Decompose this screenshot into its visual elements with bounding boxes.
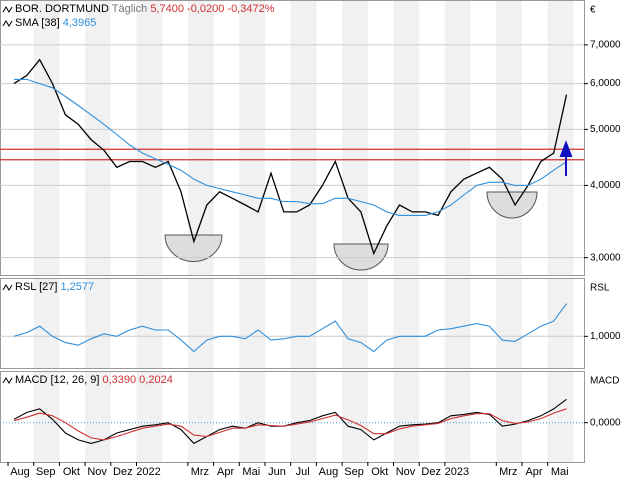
- legend-entry: BOR. DORTMUND Täglich 5,7400 -0,0200 -0,…: [15, 3, 275, 15]
- series-line: [13, 408, 567, 441]
- x-tick-label: 2022: [136, 466, 160, 478]
- series-line: [14, 78, 567, 216]
- legend-period: Täglich: [112, 3, 147, 15]
- x-tick-label: Jul: [296, 466, 310, 478]
- month-band: [290, 371, 317, 462]
- arrow: [559, 140, 573, 176]
- legend-icon: [2, 6, 13, 13]
- y-tick-label: 4,0000: [590, 180, 621, 191]
- legend-change: -0,0200: [187, 3, 224, 15]
- month-band: [136, 278, 163, 368]
- month-band: [85, 371, 111, 462]
- month-band: [547, 0, 574, 275]
- legend-icon: [2, 377, 13, 384]
- legend-name: BOR. DORTMUND: [15, 3, 109, 15]
- y-tick-label: 6,0000: [590, 78, 621, 89]
- legend-params: [38]: [41, 17, 59, 29]
- y-tick-label: 1,0000: [590, 331, 621, 342]
- panel-frame: [0, 278, 585, 369]
- legend-name: SMA: [15, 17, 40, 29]
- y-tick-label: 0,0000: [590, 417, 621, 428]
- x-tick-label: Mrz: [499, 466, 517, 478]
- month-band: [290, 0, 317, 275]
- x-tick-label: Mai: [242, 466, 260, 478]
- month-band: [85, 278, 111, 368]
- x-tick-label: Dez: [113, 466, 133, 478]
- annotations: [164, 191, 538, 271]
- month-band: [393, 278, 420, 368]
- x-tick-label: Apr: [217, 466, 234, 478]
- month-band: [342, 371, 368, 462]
- month-band: [342, 278, 368, 368]
- month-band: [444, 278, 471, 368]
- month-band: [33, 0, 60, 275]
- x-tick-label: Sep: [36, 466, 56, 478]
- legend-entry: SMA [38] 4,3965: [15, 17, 96, 29]
- month-band: [239, 371, 265, 462]
- x-tick-label: Okt: [371, 466, 388, 478]
- x-tick-label: Mrz: [191, 466, 209, 478]
- x-tick-label: Nov: [396, 466, 416, 478]
- legend-signal-value: 0,2024: [139, 374, 173, 386]
- month-band: [547, 278, 574, 368]
- x-tick-label: Apr: [525, 466, 542, 478]
- month-band: [290, 278, 317, 368]
- month-band: [136, 371, 163, 462]
- month-band: [33, 278, 60, 368]
- panel-frame: [0, 0, 585, 276]
- month-band: [496, 371, 522, 462]
- y-axis-label: €: [590, 5, 596, 16]
- series-line: [13, 303, 567, 353]
- legend-entry: RSL [27] 1,2577: [15, 281, 94, 293]
- month-band: [393, 371, 420, 462]
- x-tick-label: Nov: [87, 466, 107, 478]
- series-line: [13, 398, 567, 445]
- panel-frame: [0, 371, 585, 463]
- legend-value: 0,3390: [102, 374, 136, 386]
- legend-value: 5,7400: [150, 3, 184, 15]
- x-tick-label: Aug: [319, 466, 339, 478]
- legend-entry: MACD [12, 26, 9] 0,3390 0,2024: [15, 374, 173, 386]
- month-band: [33, 371, 60, 462]
- series-line: [13, 58, 568, 256]
- month-band: [187, 371, 214, 462]
- legend-params: [27]: [39, 281, 57, 293]
- month-band: [187, 0, 214, 275]
- legend-value: 4,3965: [63, 17, 97, 29]
- highlight-ellipse: [486, 191, 538, 219]
- month-band: [496, 278, 522, 368]
- month-band: [136, 0, 163, 275]
- legend-change-pct: -0,3472%: [227, 3, 274, 15]
- background: [0, 0, 585, 463]
- month-band: [187, 278, 214, 368]
- month-band: [444, 0, 471, 275]
- x-tick-label: Jun: [268, 466, 286, 478]
- y-axis-label: MACD: [590, 376, 619, 387]
- legend-value: 1,2577: [60, 281, 94, 293]
- x-tick-label: Mai: [551, 466, 569, 478]
- x-tick-label: Okt: [63, 466, 80, 478]
- x-tick-label: Sep: [344, 466, 364, 478]
- month-band: [393, 0, 420, 275]
- y-tick-label: 7,0000: [590, 40, 621, 51]
- highlight-ellipse: [164, 234, 223, 262]
- x-tick-label: Dez: [421, 466, 441, 478]
- y-axis-label: RSL: [590, 283, 610, 294]
- y-tick-label: 5,0000: [590, 124, 621, 135]
- legend-icon: [2, 284, 13, 291]
- x-tick-label: Aug: [10, 466, 30, 478]
- month-band: [239, 0, 265, 275]
- month-band: [547, 371, 574, 462]
- month-band: [496, 0, 522, 275]
- legend-params: [12, 26, 9]: [50, 374, 99, 386]
- legend-name: MACD: [15, 374, 47, 386]
- month-band: [342, 0, 368, 275]
- x-tick-label: 2023: [445, 466, 469, 478]
- y-tick-label: 3,0000: [590, 252, 621, 263]
- month-band: [239, 278, 265, 368]
- legend-name: RSL: [15, 281, 36, 293]
- legend-icon: [2, 20, 13, 27]
